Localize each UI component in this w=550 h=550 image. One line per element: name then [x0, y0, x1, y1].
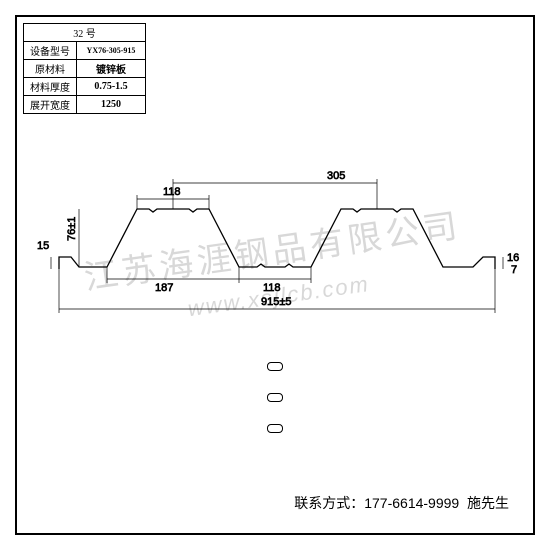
dim-height-76: 76±1 — [66, 217, 78, 241]
slot-icon — [267, 362, 283, 371]
contact-phone: 177-6614-9999 — [364, 495, 459, 511]
slot-icon — [267, 393, 283, 402]
dim-top-118: 118 — [163, 186, 181, 198]
dim-left-15: 15 — [37, 240, 49, 252]
dim-top-305: 305 — [327, 170, 345, 182]
contact-label: 联系方式： — [294, 495, 364, 511]
dim-bot-118: 118 — [263, 282, 281, 294]
drawing-frame: 江苏海涯钢品有限公司 www.xsjlcb.com 32 号 设备型号 YX76… — [15, 15, 535, 535]
contact-name: 施先生 — [467, 495, 509, 511]
slot-marks — [267, 362, 283, 433]
slot-icon — [267, 424, 283, 433]
dim-bot-187: 187 — [155, 282, 173, 294]
deck-profile — [59, 209, 495, 269]
contact-line: 联系方式：177-6614-9999 施先生 — [294, 493, 509, 513]
dim-right-7: 7 — [511, 264, 517, 276]
dim-total: 915±5 — [261, 296, 292, 308]
dim-right-16: 16 — [507, 252, 519, 264]
profile-drawing: 118 305 15 76±1 16 7 187 118 — [17, 17, 533, 533]
